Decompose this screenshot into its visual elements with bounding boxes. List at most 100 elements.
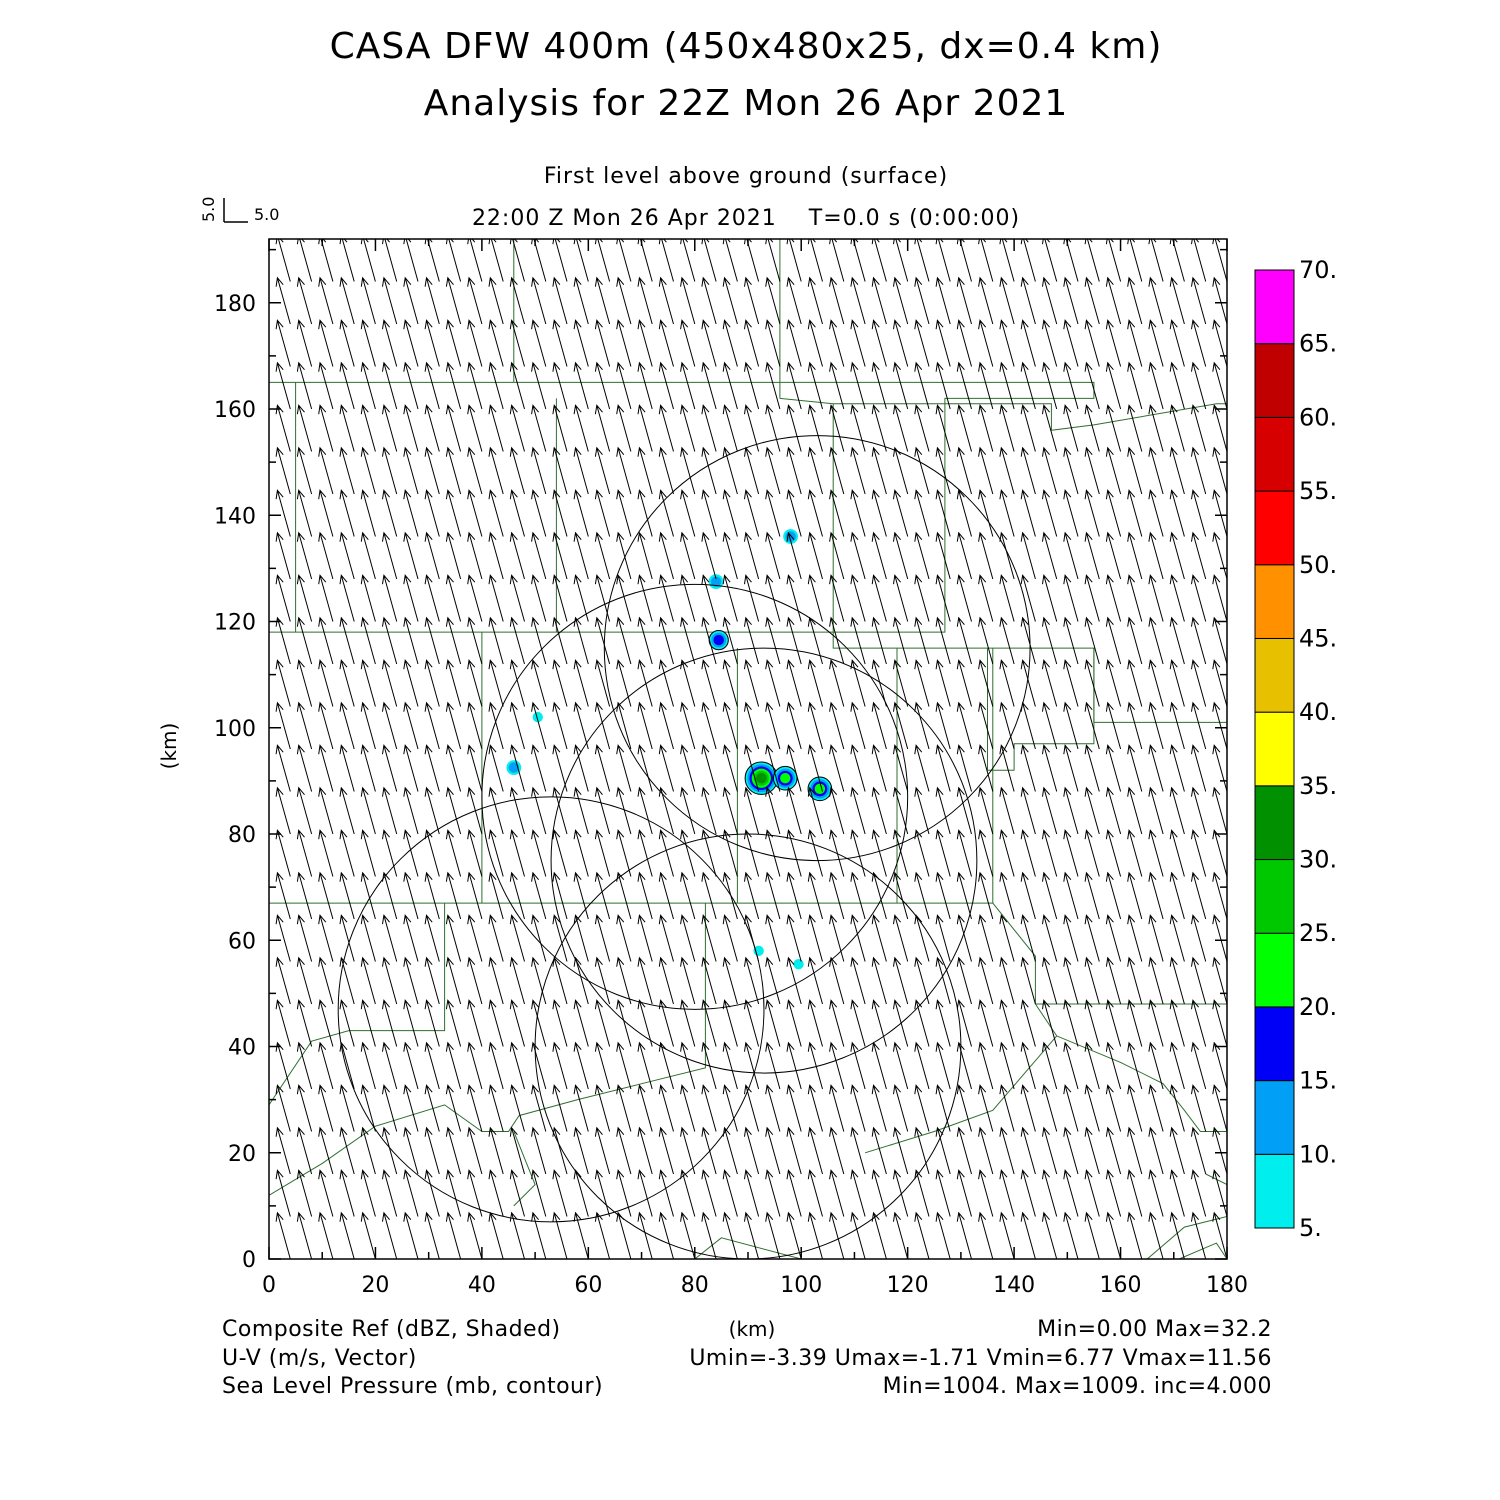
wind-vector-590 bbox=[744, 574, 760, 622]
colorbar-label: 55. bbox=[1299, 477, 1337, 505]
wind-vector-371 bbox=[552, 319, 568, 367]
wind-vector-176 bbox=[403, 1169, 419, 1217]
wind-vector-47 bbox=[275, 276, 291, 325]
wind-vector-124 bbox=[353, 239, 355, 240]
slp-contour-2 bbox=[550, 647, 978, 1074]
wind-vector-206 bbox=[424, 956, 440, 1005]
wind-vector-847 bbox=[956, 276, 972, 325]
wind-vector-678 bbox=[829, 1084, 845, 1132]
wind-vector-796 bbox=[914, 319, 930, 367]
plot-area bbox=[269, 239, 1227, 1259]
colorbar-label: 70. bbox=[1299, 256, 1337, 284]
wind-vector-1072 bbox=[1148, 276, 1164, 325]
wind-vector-747 bbox=[871, 276, 887, 325]
ref-vector-v-label: 5.0 bbox=[199, 197, 218, 222]
county-boundary-20 bbox=[1178, 1242, 1227, 1259]
wind-vector-844 bbox=[956, 404, 972, 452]
wind-vector-700 bbox=[850, 1211, 866, 1259]
wind-vector-1111 bbox=[1191, 744, 1207, 792]
wind-vector-779 bbox=[914, 1041, 930, 1090]
wind-vector-410 bbox=[594, 786, 611, 835]
wind-vector-373 bbox=[552, 239, 568, 282]
wind-vector-100 bbox=[339, 1211, 355, 1259]
wind-vector-22 bbox=[269, 322, 270, 324]
ref-vector-u-label: 5.0 bbox=[254, 205, 279, 224]
wind-vector-924 bbox=[1034, 239, 1036, 240]
wind-vector-891 bbox=[999, 531, 1015, 580]
wind-vector-430 bbox=[616, 999, 632, 1047]
wind-vector-616 bbox=[765, 531, 781, 580]
wind-vector-775 bbox=[914, 1211, 930, 1259]
wind-vector-589 bbox=[744, 616, 760, 665]
wind-vector-937 bbox=[1042, 701, 1058, 750]
wind-vector-441 bbox=[616, 531, 632, 580]
wind-vector-547 bbox=[701, 276, 717, 325]
wind-vector-355 bbox=[552, 999, 568, 1047]
wind-vector-1105 bbox=[1191, 999, 1207, 1047]
wind-vector-121 bbox=[339, 319, 355, 367]
wind-vector-697 bbox=[829, 276, 845, 325]
wind-vector-1139 bbox=[1212, 616, 1227, 665]
county-boundary-18 bbox=[513, 1131, 536, 1207]
x-tick-label: 140 bbox=[993, 1273, 1035, 1298]
wind-vector-54 bbox=[296, 1041, 313, 1090]
x-tick-label: 80 bbox=[681, 1273, 709, 1298]
wind-vector-231 bbox=[445, 956, 462, 1005]
wind-vector-728 bbox=[871, 1084, 887, 1132]
wind-vector-785 bbox=[914, 786, 930, 835]
county-boundary-6 bbox=[832, 403, 1095, 771]
wind-vector-129 bbox=[360, 1041, 376, 1090]
wind-vector-41 bbox=[275, 531, 291, 580]
x-axis-tick-labels: 0 20 40 60 80 100 120 140 160 180 bbox=[262, 1273, 1248, 1298]
wind-vector-406 bbox=[594, 956, 611, 1005]
wind-vector-104 bbox=[339, 1041, 355, 1090]
wind-vector-713 bbox=[850, 659, 866, 707]
county-boundary-17 bbox=[864, 1035, 1058, 1154]
wind-vector-932 bbox=[1042, 914, 1058, 962]
wind-vector-693 bbox=[829, 446, 845, 495]
wind-vector-1067 bbox=[1148, 489, 1164, 537]
wind-vector-670 bbox=[807, 361, 823, 410]
wind-vector-86 bbox=[318, 744, 334, 792]
wind-vector-63 bbox=[296, 659, 313, 707]
wind-vector-938 bbox=[1042, 659, 1058, 707]
wind-vector-985 bbox=[1084, 786, 1100, 835]
wind-vector-925 bbox=[1042, 1211, 1058, 1259]
wind-vector-848 bbox=[956, 239, 972, 282]
wind-vector-484 bbox=[658, 829, 674, 877]
wind-vector-472 bbox=[637, 276, 653, 325]
wind-vector-921 bbox=[1020, 319, 1036, 367]
wind-vector-442 bbox=[616, 489, 632, 537]
wind-vector-519 bbox=[680, 404, 696, 452]
wind-vector-172 bbox=[382, 276, 398, 325]
wind-vector-751 bbox=[893, 1169, 909, 1217]
wind-vector-846 bbox=[956, 319, 972, 367]
wind-vector-401 bbox=[594, 1169, 611, 1217]
wind-vector-740 bbox=[871, 574, 887, 622]
county-boundary-14 bbox=[269, 903, 706, 1196]
wind-vector-882 bbox=[999, 914, 1015, 962]
wind-vector-582 bbox=[744, 914, 760, 962]
county-boundary-7 bbox=[1093, 648, 1227, 723]
wind-vector-365 bbox=[552, 574, 568, 622]
wind-vector-1101 bbox=[1191, 1169, 1207, 1217]
wind-vector-994 bbox=[1084, 404, 1100, 452]
wind-vector-993 bbox=[1084, 446, 1100, 495]
wind-vector-808 bbox=[935, 871, 951, 920]
wind-vector-1039 bbox=[1127, 616, 1143, 665]
wind-vector-122 bbox=[339, 276, 355, 325]
wind-vector-346 bbox=[531, 319, 547, 367]
wind-vector-719 bbox=[850, 404, 866, 452]
wind-vector-313 bbox=[509, 659, 525, 707]
wind-vector-1026 bbox=[1127, 1169, 1143, 1217]
footer-slp-minmax: Min=1004. Max=1009. inc=4.000 bbox=[883, 1374, 1272, 1399]
wind-vector-44 bbox=[275, 404, 291, 452]
wind-vector-968 bbox=[1063, 446, 1079, 495]
wind-vector-634 bbox=[786, 829, 802, 877]
wind-vector-714 bbox=[850, 616, 866, 665]
wind-vector-943 bbox=[1042, 446, 1058, 495]
y-tick-label: 0 bbox=[242, 1248, 256, 1273]
wind-vector-432 bbox=[616, 914, 632, 962]
wind-vector-350 bbox=[552, 1211, 568, 1259]
wind-vector-1061 bbox=[1148, 744, 1164, 792]
